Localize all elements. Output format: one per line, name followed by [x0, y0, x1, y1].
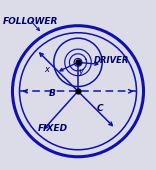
Text: DRIVER: DRIVER [94, 56, 129, 65]
Text: C: C [97, 104, 103, 113]
Text: x: x [44, 65, 49, 74]
Text: FOLLOWER: FOLLOWER [3, 17, 58, 26]
Text: B: B [49, 89, 56, 98]
Text: y: y [79, 67, 84, 76]
Text: FIXED: FIXED [38, 124, 68, 133]
